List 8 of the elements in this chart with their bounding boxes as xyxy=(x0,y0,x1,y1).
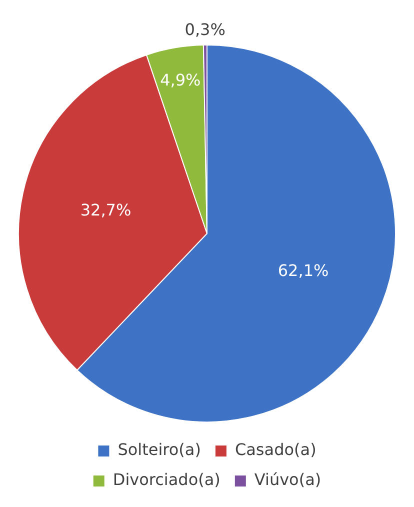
data-label: 62,1% xyxy=(278,261,329,280)
data-label: 32,7% xyxy=(80,200,132,220)
data-label: 4,9% xyxy=(160,70,201,90)
legend-label: Casado(a) xyxy=(234,440,316,460)
legend-label: Viúvo(a) xyxy=(254,470,322,490)
legend-label: Solteiro(a) xyxy=(118,440,201,460)
legend-label: Divorciado(a) xyxy=(112,470,220,490)
data-label: 0,3% xyxy=(184,20,226,40)
